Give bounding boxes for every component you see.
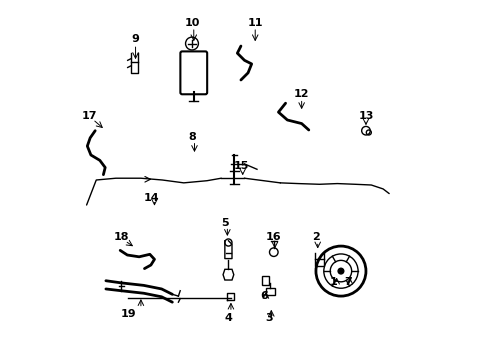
Bar [265,288,274,295]
Text: 10: 10 [184,18,200,28]
Text: 4: 4 [224,312,232,323]
Bar [261,276,268,285]
Text: 12: 12 [293,89,309,99]
Text: 5: 5 [221,218,228,228]
Text: 14: 14 [143,193,159,203]
Text: 7: 7 [344,277,351,287]
Text: 11: 11 [247,18,263,28]
Text: 9: 9 [131,34,139,44]
Text: 16: 16 [264,232,280,242]
Text: 6: 6 [260,291,267,301]
Text: 3: 3 [265,312,273,323]
Text: 17: 17 [81,111,97,121]
Text: 1: 1 [329,277,337,287]
Text: 8: 8 [188,132,196,142]
Circle shape [337,268,343,274]
Text: 18: 18 [113,232,129,242]
Text: 2: 2 [311,232,319,242]
Text: 19: 19 [121,309,136,319]
Text: 15: 15 [233,161,248,171]
Text: 13: 13 [358,111,373,121]
